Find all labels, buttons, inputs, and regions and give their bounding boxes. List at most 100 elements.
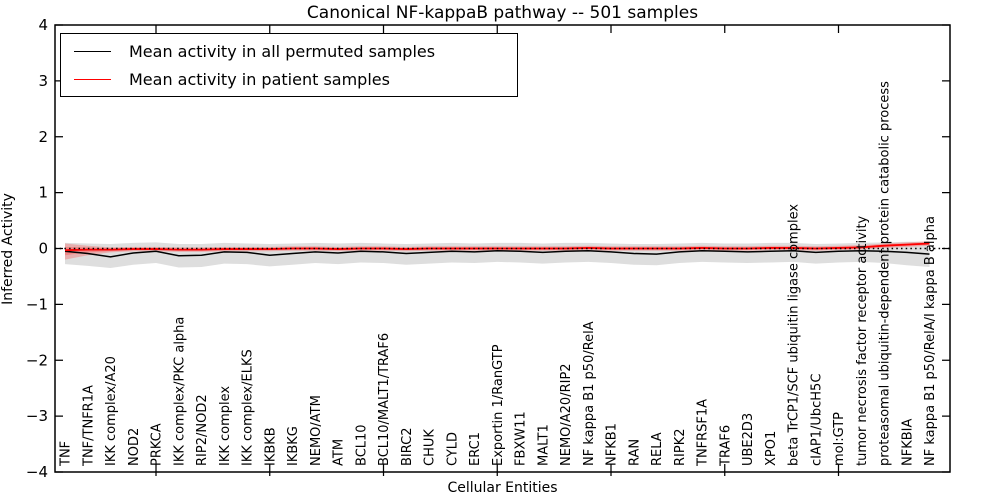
legend-label-permuted: Mean activity in all permuted samples: [129, 41, 436, 61]
category-label: RELA: [650, 432, 665, 466]
category-label: Exportin 1/RanGTP: [491, 344, 506, 466]
category-label-group: NEMO/ATM: [309, 395, 324, 466]
category-label-group: BCL10: [354, 424, 369, 466]
category-label: BCL10: [354, 424, 369, 466]
category-label: PRKCA: [150, 423, 165, 466]
category-label-group: TNFRSF1A: [696, 399, 711, 467]
y-tick-label: −4: [26, 463, 48, 481]
category-label: IKK complex/ELKS: [241, 349, 256, 466]
category-label: mol:GTP: [832, 412, 847, 466]
legend-label-patient: Mean activity in patient samples: [129, 69, 390, 89]
category-label-group: NEMO/A20/RIP2: [559, 363, 574, 466]
category-label-group: NOD2: [127, 428, 142, 466]
category-label: TRAF6: [718, 425, 733, 467]
category-label-group: IKK complex/PKC alpha: [172, 317, 187, 466]
category-label: IKK complex/PKC alpha: [172, 317, 187, 466]
y-tick-label: 1: [38, 184, 48, 202]
category-label: NOD2: [127, 428, 142, 466]
x-axis-label: Cellular Entities: [447, 480, 558, 496]
category-label-group: IKK complex: [218, 386, 233, 466]
category-label-group: mol:GTP: [832, 412, 847, 466]
category-label-group: MALT1: [536, 424, 551, 466]
category-label-group: beta TrCP1/SCF ubiquitin ligase complex: [787, 204, 802, 466]
category-label-group: NFKBIA: [900, 419, 915, 466]
y-tick-label: −1: [26, 295, 48, 313]
category-label-group: CHUK: [423, 429, 438, 466]
category-label-group: NFKB1: [605, 423, 620, 466]
permuted-line-swatch: [74, 50, 111, 52]
category-label-group: RELA: [650, 432, 665, 466]
category-label-group: NF kappa B1 p50/RelA/I kappa B alpha: [923, 216, 938, 466]
legend: Mean activity in all permuted samples Me…: [60, 33, 518, 97]
category-label: NFKB1: [605, 423, 620, 466]
chart-title: Canonical NF-kappaB pathway -- 501 sampl…: [306, 3, 699, 23]
category-label: FBXW11: [514, 411, 529, 466]
category-label: IKK complex/A20: [104, 356, 119, 466]
category-label: MALT1: [536, 424, 551, 466]
category-label: NFKBIA: [900, 419, 915, 466]
permuted-mean-line: [64, 249, 930, 258]
category-label-group: CYLD: [445, 432, 460, 466]
category-label: TNF: [59, 441, 74, 467]
category-label: NEMO/A20/RIP2: [559, 363, 574, 466]
category-label: TNF/TNFR1A: [81, 385, 96, 467]
category-label-group: RAN: [627, 439, 642, 466]
category-label: tumor necrosis factor receptor activity: [855, 215, 870, 466]
category-label: BIRC2: [400, 428, 415, 467]
category-label-group: XPO1: [764, 431, 779, 466]
category-label-group: NF kappa B1 p50/RelA: [582, 321, 597, 466]
category-label: IKK complex: [218, 386, 233, 466]
y-tick-label: 2: [38, 128, 48, 146]
category-label-group: RIP2/NOD2: [195, 394, 210, 466]
category-label: RAN: [627, 439, 642, 466]
category-label-group: tumor necrosis factor receptor activity: [855, 215, 870, 466]
category-label-group: IKK complex/A20: [104, 356, 119, 466]
category-label: beta TrCP1/SCF ubiquitin ligase complex: [787, 204, 802, 466]
category-label: IKBKG: [286, 426, 301, 466]
category-label: BCL10/MALT1/TRAF6: [377, 333, 392, 466]
category-label-group: PRKCA: [150, 423, 165, 466]
y-tick-label: −2: [26, 351, 48, 369]
category-label-group: FBXW11: [514, 411, 529, 466]
category-label: UBE2D3: [741, 413, 756, 466]
category-label-group: proteasomal ubiquitin-dependent protein …: [878, 81, 893, 466]
category-label-group: UBE2D3: [741, 413, 756, 466]
category-label: NF kappa B1 p50/RelA: [582, 321, 597, 466]
category-label: RIPK2: [673, 428, 688, 466]
category-label-group: ATM: [332, 439, 347, 466]
category-label-group: TNF/TNFR1A: [81, 385, 96, 467]
category-label-group: RIPK2: [673, 428, 688, 466]
category-label: RIP2/NOD2: [195, 394, 210, 466]
category-label-group: ERC1: [468, 432, 483, 466]
category-label-group: TNF: [59, 441, 74, 467]
category-label: cIAP1/UbcH5C: [809, 374, 824, 466]
category-label: IKBKB: [263, 427, 278, 466]
category-label: NEMO/ATM: [309, 395, 324, 466]
category-label: TNFRSF1A: [696, 399, 711, 467]
legend-entry-permuted: Mean activity in all permuted samples: [61, 38, 517, 64]
y-tick-label: 0: [38, 240, 48, 258]
category-label-group: BIRC2: [400, 428, 415, 467]
category-label-group: IKK complex/ELKS: [241, 349, 256, 466]
category-label-group: TRAF6: [718, 425, 733, 467]
category-label: proteasomal ubiquitin-dependent protein …: [878, 81, 893, 466]
category-label: NF kappa B1 p50/RelA/I kappa B alpha: [923, 216, 938, 466]
category-label: CHUK: [423, 429, 438, 466]
category-label-group: Exportin 1/RanGTP: [491, 344, 506, 466]
patient-line-swatch: [74, 78, 111, 80]
category-label-group: cIAP1/UbcH5C: [809, 374, 824, 466]
category-label: XPO1: [764, 431, 779, 466]
y-axis-label: Inferred Activity: [0, 193, 16, 305]
category-label: ATM: [332, 439, 347, 466]
y-tick-label: 4: [38, 16, 48, 34]
category-label-group: BCL10/MALT1/TRAF6: [377, 333, 392, 466]
y-tick-label: 3: [38, 72, 48, 90]
category-label: ERC1: [468, 432, 483, 466]
category-label: CYLD: [445, 432, 460, 466]
legend-entry-patient: Mean activity in patient samples: [61, 66, 517, 92]
category-label-group: IKBKB: [263, 427, 278, 466]
y-tick-label: −3: [26, 407, 48, 425]
category-label-group: IKBKG: [286, 426, 301, 466]
